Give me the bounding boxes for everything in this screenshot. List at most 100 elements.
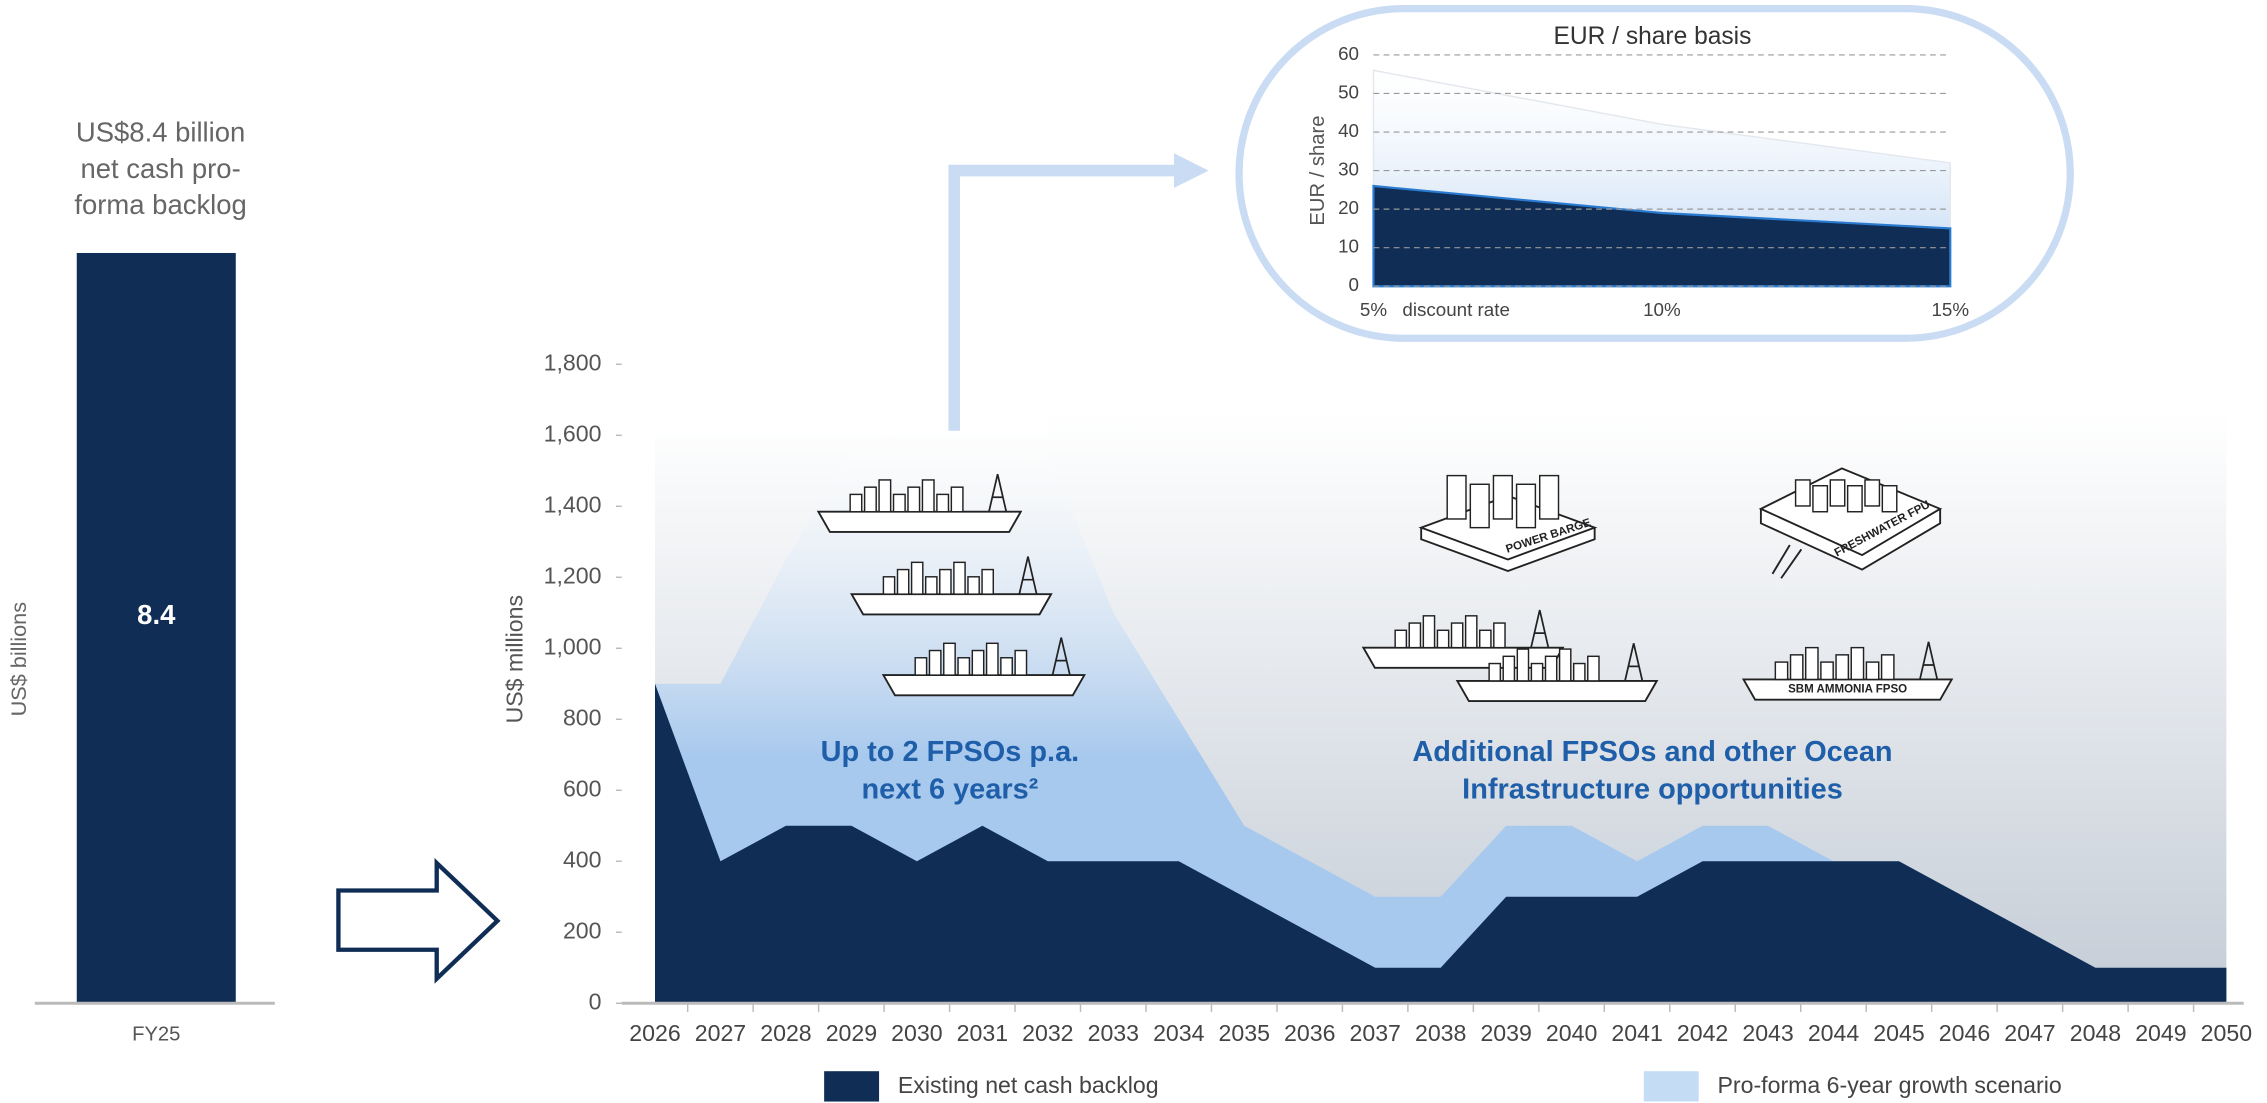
module: [1804, 646, 1819, 681]
y-tick-label: 1,000: [544, 633, 602, 659]
annotation: Additional FPSOs and other Ocean: [1412, 736, 1892, 768]
y-axis-label: EUR / share: [1307, 116, 1329, 226]
unit: [1846, 485, 1863, 513]
derrick: [1051, 637, 1071, 676]
module: [1558, 648, 1572, 682]
x-tick-label: 2035: [1219, 1020, 1270, 1046]
module: [878, 479, 892, 513]
y-tick-label: 1,600: [544, 420, 602, 446]
module: [1850, 646, 1865, 681]
x-tick-label: 2027: [695, 1020, 746, 1046]
x-tick-label: 2040: [1546, 1020, 1597, 1046]
module: [921, 479, 935, 513]
x-tick-label: 2045: [1873, 1020, 1924, 1046]
y-tick-label: 400: [563, 846, 602, 872]
hull: [849, 593, 1053, 616]
x-tick-label: 2050: [2201, 1020, 2252, 1046]
module: [849, 493, 863, 513]
y-tick-label: 30: [1338, 159, 1359, 180]
module: [1835, 654, 1850, 681]
module: [1408, 622, 1422, 649]
module: [907, 486, 921, 513]
area: [1372, 184, 1952, 288]
x-tick-label: 2044: [1808, 1020, 1860, 1046]
y-tick-label: 10: [1338, 236, 1359, 257]
y-tick-label: 0: [1349, 274, 1359, 295]
module: [1530, 662, 1544, 682]
module: [1493, 622, 1506, 649]
unit: [1864, 479, 1881, 507]
y-tick-label: 60: [1338, 43, 1359, 64]
y-tick-label: 200: [563, 917, 602, 943]
y-tick-label: 1,400: [544, 491, 602, 517]
hull: [816, 510, 1023, 533]
freshwater-fpu-icon: FRESHWATER FPU: [1758, 467, 1943, 579]
bar-title: forma backlog: [74, 189, 246, 220]
y-tick-label: 800: [563, 704, 602, 730]
bar-title: US$8.4 billion: [76, 117, 245, 148]
module: [863, 486, 877, 513]
derrick: [1530, 609, 1550, 648]
vessel-icon: [1361, 609, 1565, 669]
derrick: [988, 473, 1008, 512]
legend-swatch: [824, 1071, 880, 1102]
plant: [1515, 483, 1537, 529]
module: [1014, 649, 1028, 676]
module: [939, 568, 952, 595]
module: [1488, 662, 1502, 682]
plant: [1492, 474, 1513, 520]
x-tick-label: 2039: [1480, 1020, 1531, 1046]
connector-arrow: [948, 153, 1209, 431]
x-tick-label: 2030: [891, 1020, 942, 1046]
icon-label: SBM AMMONIA FPSO: [1788, 684, 1907, 696]
x-tick-label: FY25: [132, 1023, 180, 1045]
module: [1502, 655, 1516, 682]
module: [971, 649, 985, 676]
module: [1587, 655, 1600, 682]
module: [1544, 655, 1558, 682]
module: [943, 642, 956, 676]
module: [910, 561, 924, 595]
y-tick-label: 20: [1338, 197, 1359, 218]
x-tick-label: 2034: [1153, 1020, 1205, 1046]
hull: [1455, 679, 1659, 703]
x-tick-label: 2047: [2004, 1020, 2055, 1046]
unit: [1829, 479, 1846, 507]
module: [967, 576, 980, 595]
unit: [1812, 485, 1829, 513]
plant: [1538, 474, 1560, 520]
x-tick-label: 15%: [1931, 299, 1969, 320]
unit: [1881, 485, 1898, 513]
unit: [1794, 479, 1811, 507]
x-tick-label: 2046: [1939, 1020, 1990, 1046]
module: [1422, 615, 1436, 649]
bar-value-label: 8.4: [137, 599, 176, 630]
module: [1000, 657, 1013, 676]
module: [1865, 661, 1880, 681]
x-tick-label: 10%: [1643, 299, 1681, 320]
x-tick-label: 2049: [2135, 1020, 2186, 1046]
module: [928, 649, 942, 676]
module: [950, 486, 964, 513]
annotation: Up to 2 FPSOs p.a.: [821, 736, 1080, 768]
module: [914, 657, 928, 676]
module: [1450, 622, 1464, 649]
plant: [1446, 474, 1467, 520]
derrick: [1018, 556, 1038, 595]
module: [1479, 629, 1492, 649]
y-tick-label: 50: [1338, 81, 1359, 102]
module: [882, 576, 896, 595]
module: [896, 568, 910, 595]
module: [985, 642, 999, 676]
module: [981, 568, 994, 595]
x-tick-label: 2028: [760, 1020, 811, 1046]
module: [1572, 662, 1586, 682]
y-axis-label: US$ millions: [501, 595, 527, 723]
legend-label: Existing net cash backlog: [898, 1072, 1159, 1098]
module: [1789, 654, 1804, 681]
flow-arrow: [336, 857, 501, 984]
vessel-icon: [881, 637, 1086, 697]
hull: [881, 674, 1086, 697]
